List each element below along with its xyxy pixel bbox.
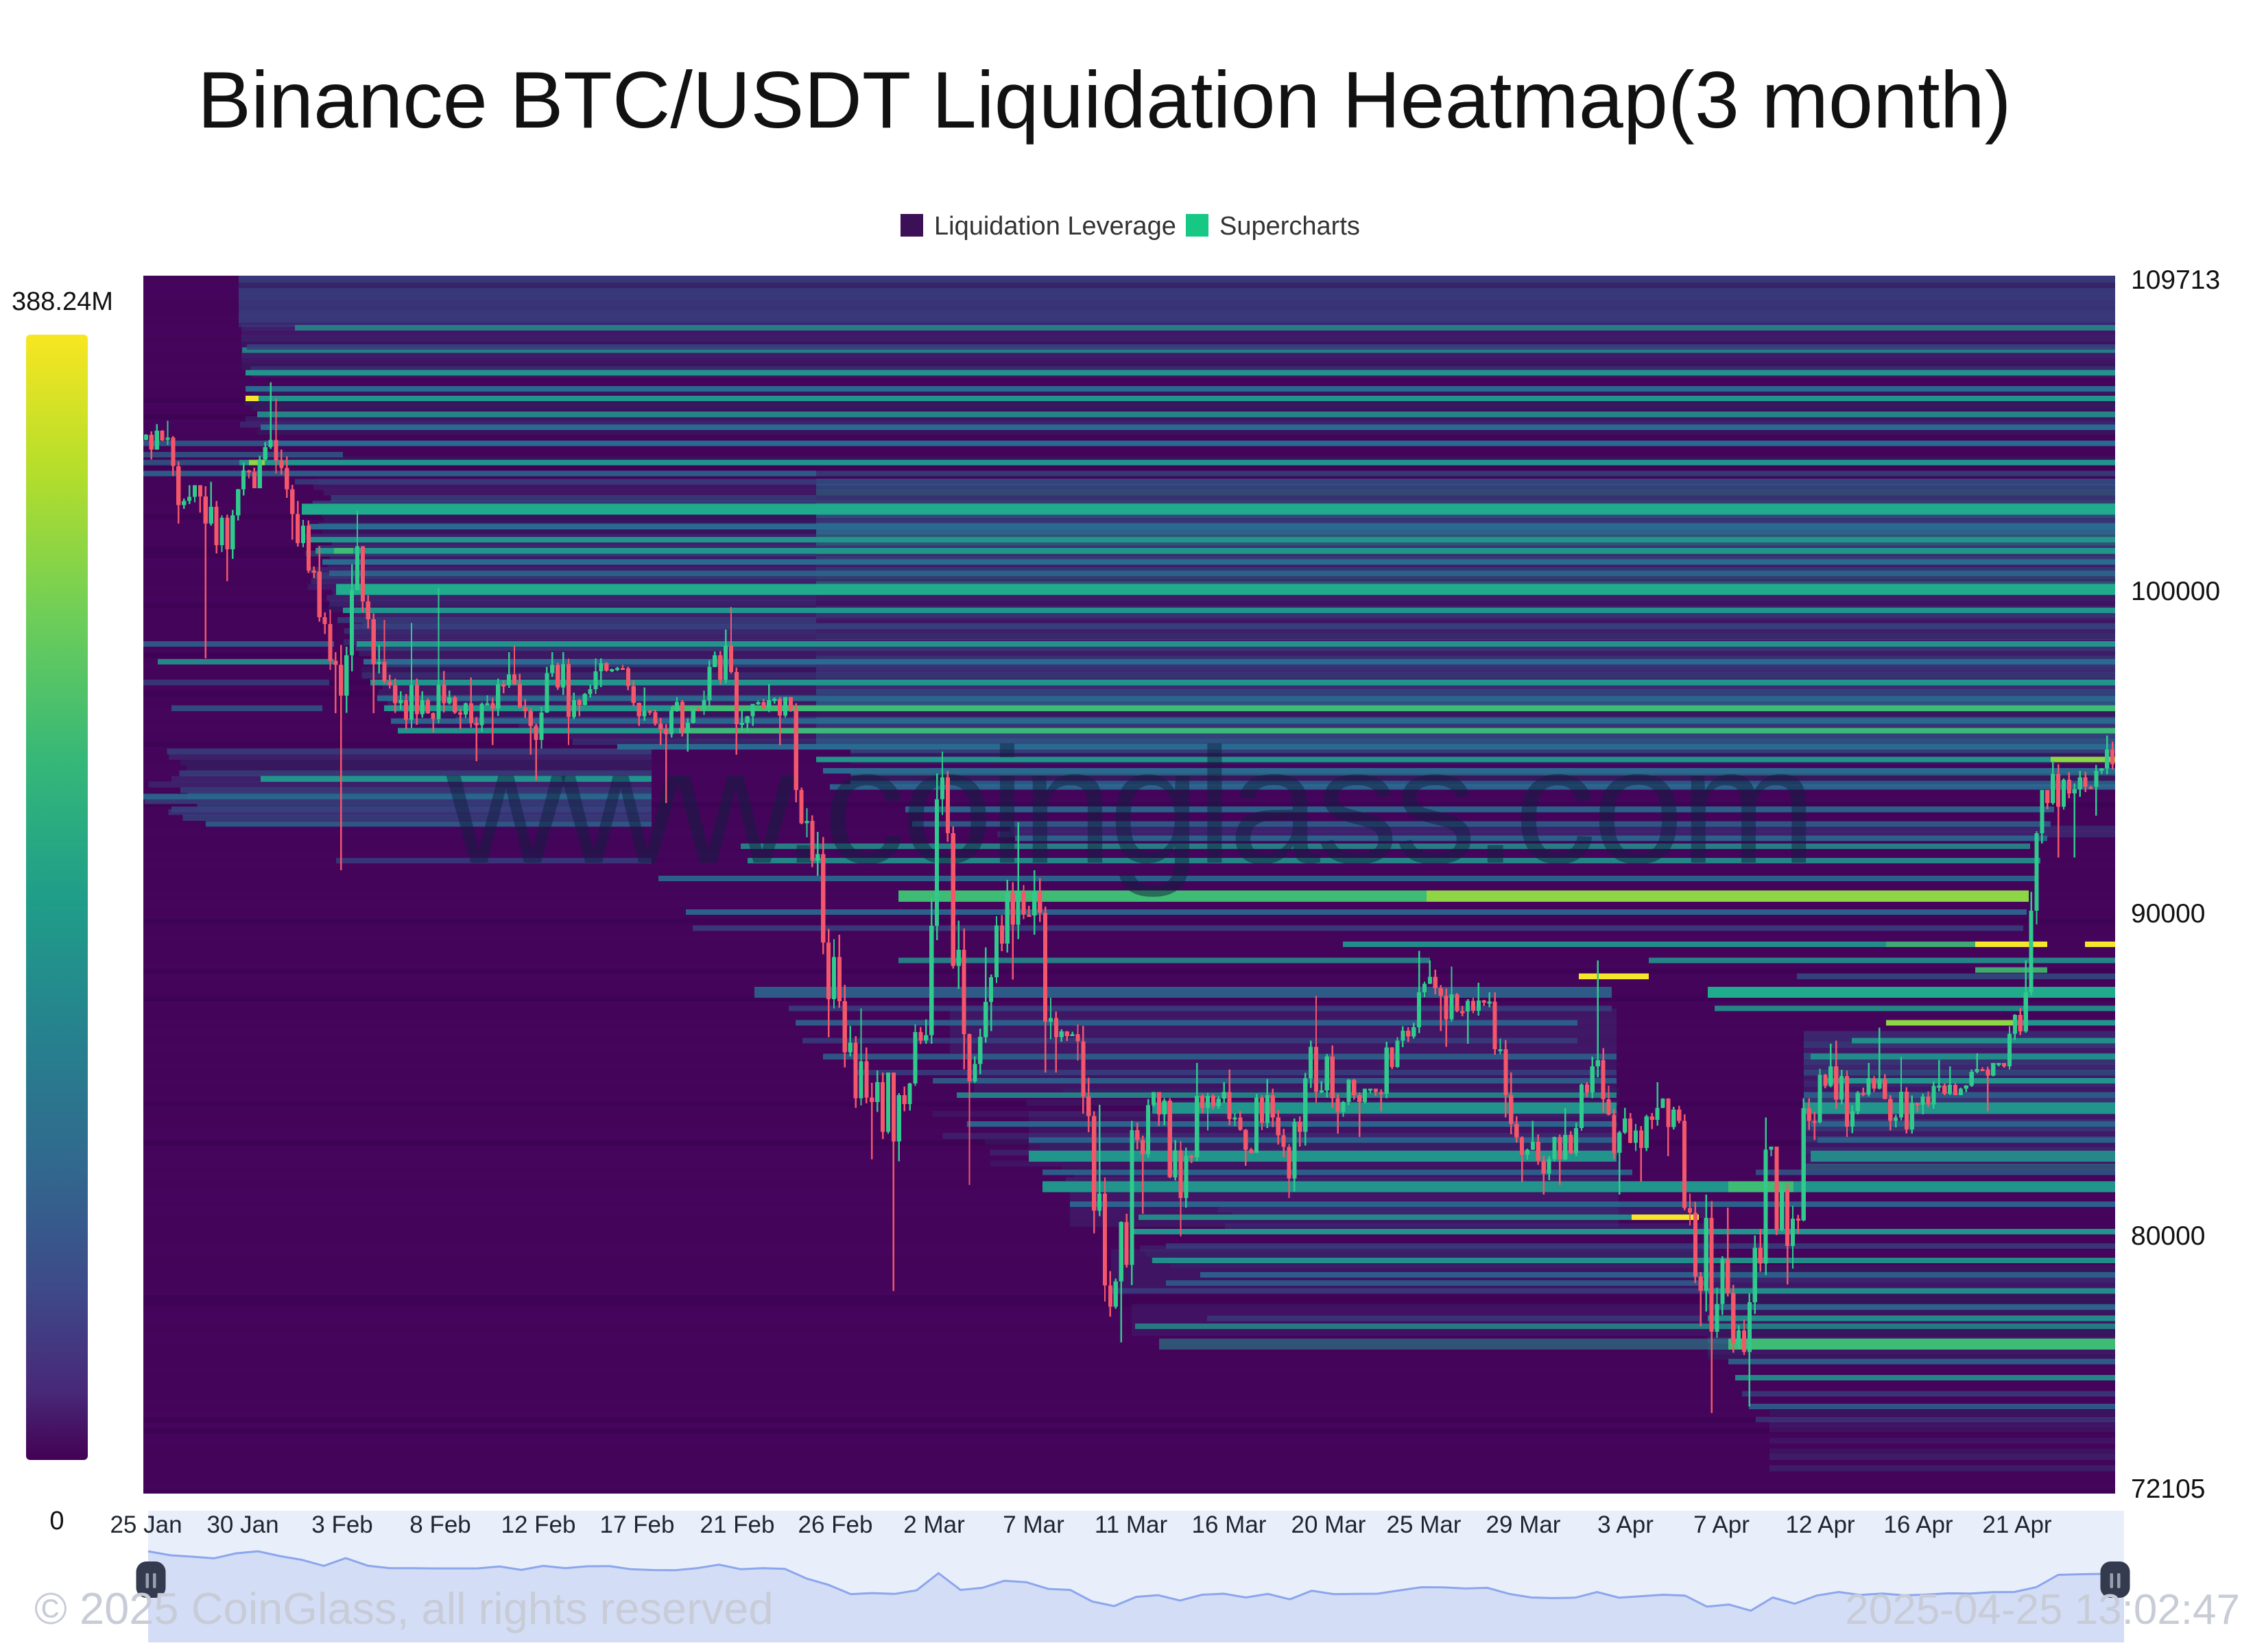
svg-text:7 Apr: 7 Apr xyxy=(1693,1511,1750,1538)
svg-text:388.24M: 388.24M xyxy=(12,287,113,316)
svg-text:Liquidation Leverage: Liquidation Leverage xyxy=(934,212,1176,241)
svg-text:8 Feb: 8 Feb xyxy=(409,1511,471,1538)
svg-text:25 Jan: 25 Jan xyxy=(110,1511,182,1538)
svg-text:20 Mar: 20 Mar xyxy=(1291,1511,1366,1538)
svg-text:26 Feb: 26 Feb xyxy=(798,1511,873,1538)
svg-text:21 Apr: 21 Apr xyxy=(1982,1511,2052,1538)
svg-text:17 Feb: 17 Feb xyxy=(600,1511,675,1538)
svg-text:80000: 80000 xyxy=(2131,1221,2205,1251)
svg-text:12 Apr: 12 Apr xyxy=(1785,1511,1855,1538)
svg-text:Binance BTC/USDT Liquidation H: Binance BTC/USDT Liquidation Heatmap(3 m… xyxy=(198,55,2012,145)
svg-text:30 Jan: 30 Jan xyxy=(206,1511,278,1538)
svg-text:2025-04-25 13:02:47: 2025-04-25 13:02:47 xyxy=(1845,1586,2240,1633)
svg-text:109713: 109713 xyxy=(2131,265,2220,295)
svg-text:11 Mar: 11 Mar xyxy=(1095,1511,1168,1538)
svg-text:Supercharts: Supercharts xyxy=(1219,212,1360,241)
svg-text:2 Mar: 2 Mar xyxy=(903,1511,965,1538)
svg-text:21 Feb: 21 Feb xyxy=(700,1511,775,1538)
svg-text:3 Feb: 3 Feb xyxy=(311,1511,373,1538)
svg-text:7 Mar: 7 Mar xyxy=(1003,1511,1064,1538)
svg-text:www.coinglass.com: www.coinglass.com xyxy=(446,714,1813,898)
svg-text:100000: 100000 xyxy=(2131,577,2220,606)
svg-text:12 Feb: 12 Feb xyxy=(501,1511,576,1538)
svg-text:3 Apr: 3 Apr xyxy=(1597,1511,1654,1538)
svg-text:0: 0 xyxy=(49,1507,64,1535)
svg-text:90000: 90000 xyxy=(2131,899,2205,929)
svg-text:29 Mar: 29 Mar xyxy=(1486,1511,1561,1538)
svg-text:16 Mar: 16 Mar xyxy=(1192,1511,1267,1538)
svg-text:72105: 72105 xyxy=(2131,1474,2205,1504)
svg-text:© 2025 CoinGlass, all rights r: © 2025 CoinGlass, all rights reserved xyxy=(34,1583,774,1633)
svg-text:16 Apr: 16 Apr xyxy=(1883,1511,1953,1538)
svg-text:25 Mar: 25 Mar xyxy=(1387,1511,1462,1538)
